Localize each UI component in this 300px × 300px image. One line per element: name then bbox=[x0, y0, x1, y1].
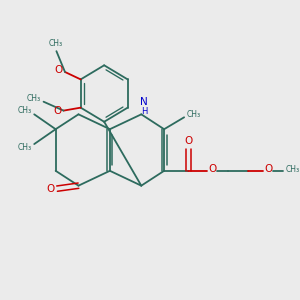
Text: H: H bbox=[141, 107, 147, 116]
Text: CH₃: CH₃ bbox=[187, 110, 201, 119]
Text: O: O bbox=[264, 164, 272, 174]
Text: CH₃: CH₃ bbox=[17, 143, 31, 152]
Text: O: O bbox=[184, 136, 193, 146]
Text: O: O bbox=[208, 164, 216, 174]
Text: CH₃: CH₃ bbox=[26, 94, 40, 103]
Text: CH₃: CH₃ bbox=[17, 106, 31, 115]
Text: O: O bbox=[55, 65, 63, 76]
Text: CH₃: CH₃ bbox=[286, 165, 300, 174]
Text: N: N bbox=[140, 97, 148, 107]
Text: O: O bbox=[53, 106, 61, 116]
Text: O: O bbox=[47, 184, 55, 194]
Text: CH₃: CH₃ bbox=[49, 39, 63, 48]
